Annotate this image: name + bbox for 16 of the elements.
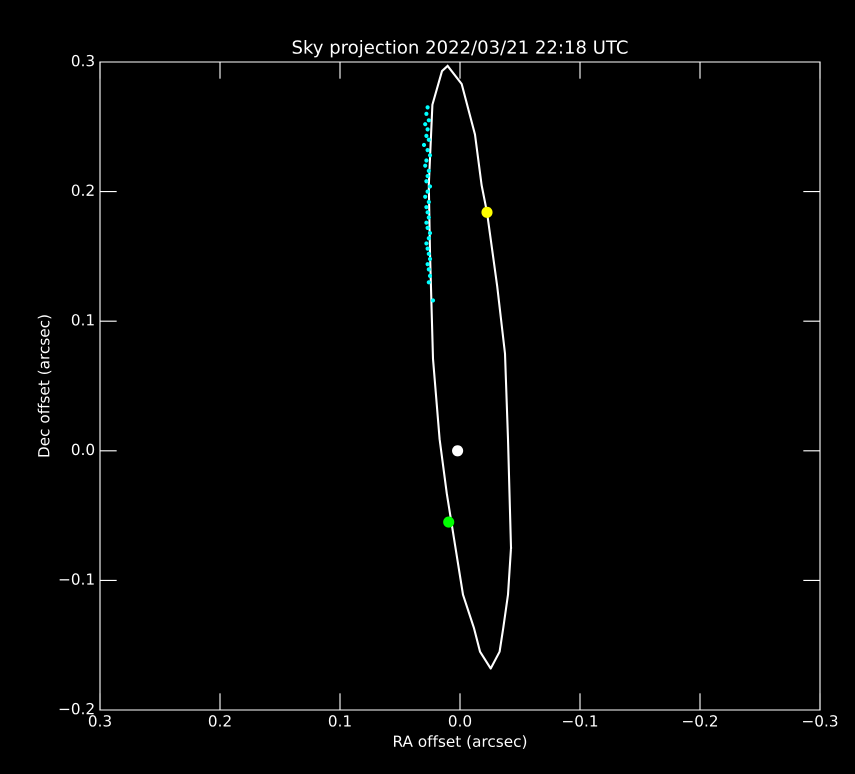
x-tick-label: 0.2 [208, 715, 231, 727]
x-tick-label: 0.3 [88, 715, 111, 727]
y-tick-label: −0.2 [60, 702, 94, 714]
y-tick-label: −0.1 [60, 573, 94, 585]
x-tick-label: −0.3 [803, 715, 838, 727]
y-axis-title: Dec offset (arcsec) [38, 315, 52, 457]
chart-title: Sky projection 2022/03/21 22:18 UTC [292, 40, 628, 58]
x-tick-label: 0.1 [328, 715, 351, 727]
x-tick-label: −0.1 [563, 715, 598, 727]
x-axis-title: RA offset (arcsec) [394, 735, 526, 749]
x-tick-label: 0.0 [448, 715, 472, 727]
y-tick-label: 0.1 [72, 314, 94, 326]
x-tick-label: −0.2 [683, 715, 718, 727]
y-tick-label: 0.3 [72, 54, 94, 66]
y-tick-label: 0.0 [72, 444, 94, 456]
y-tick-label: 0.2 [72, 184, 94, 196]
